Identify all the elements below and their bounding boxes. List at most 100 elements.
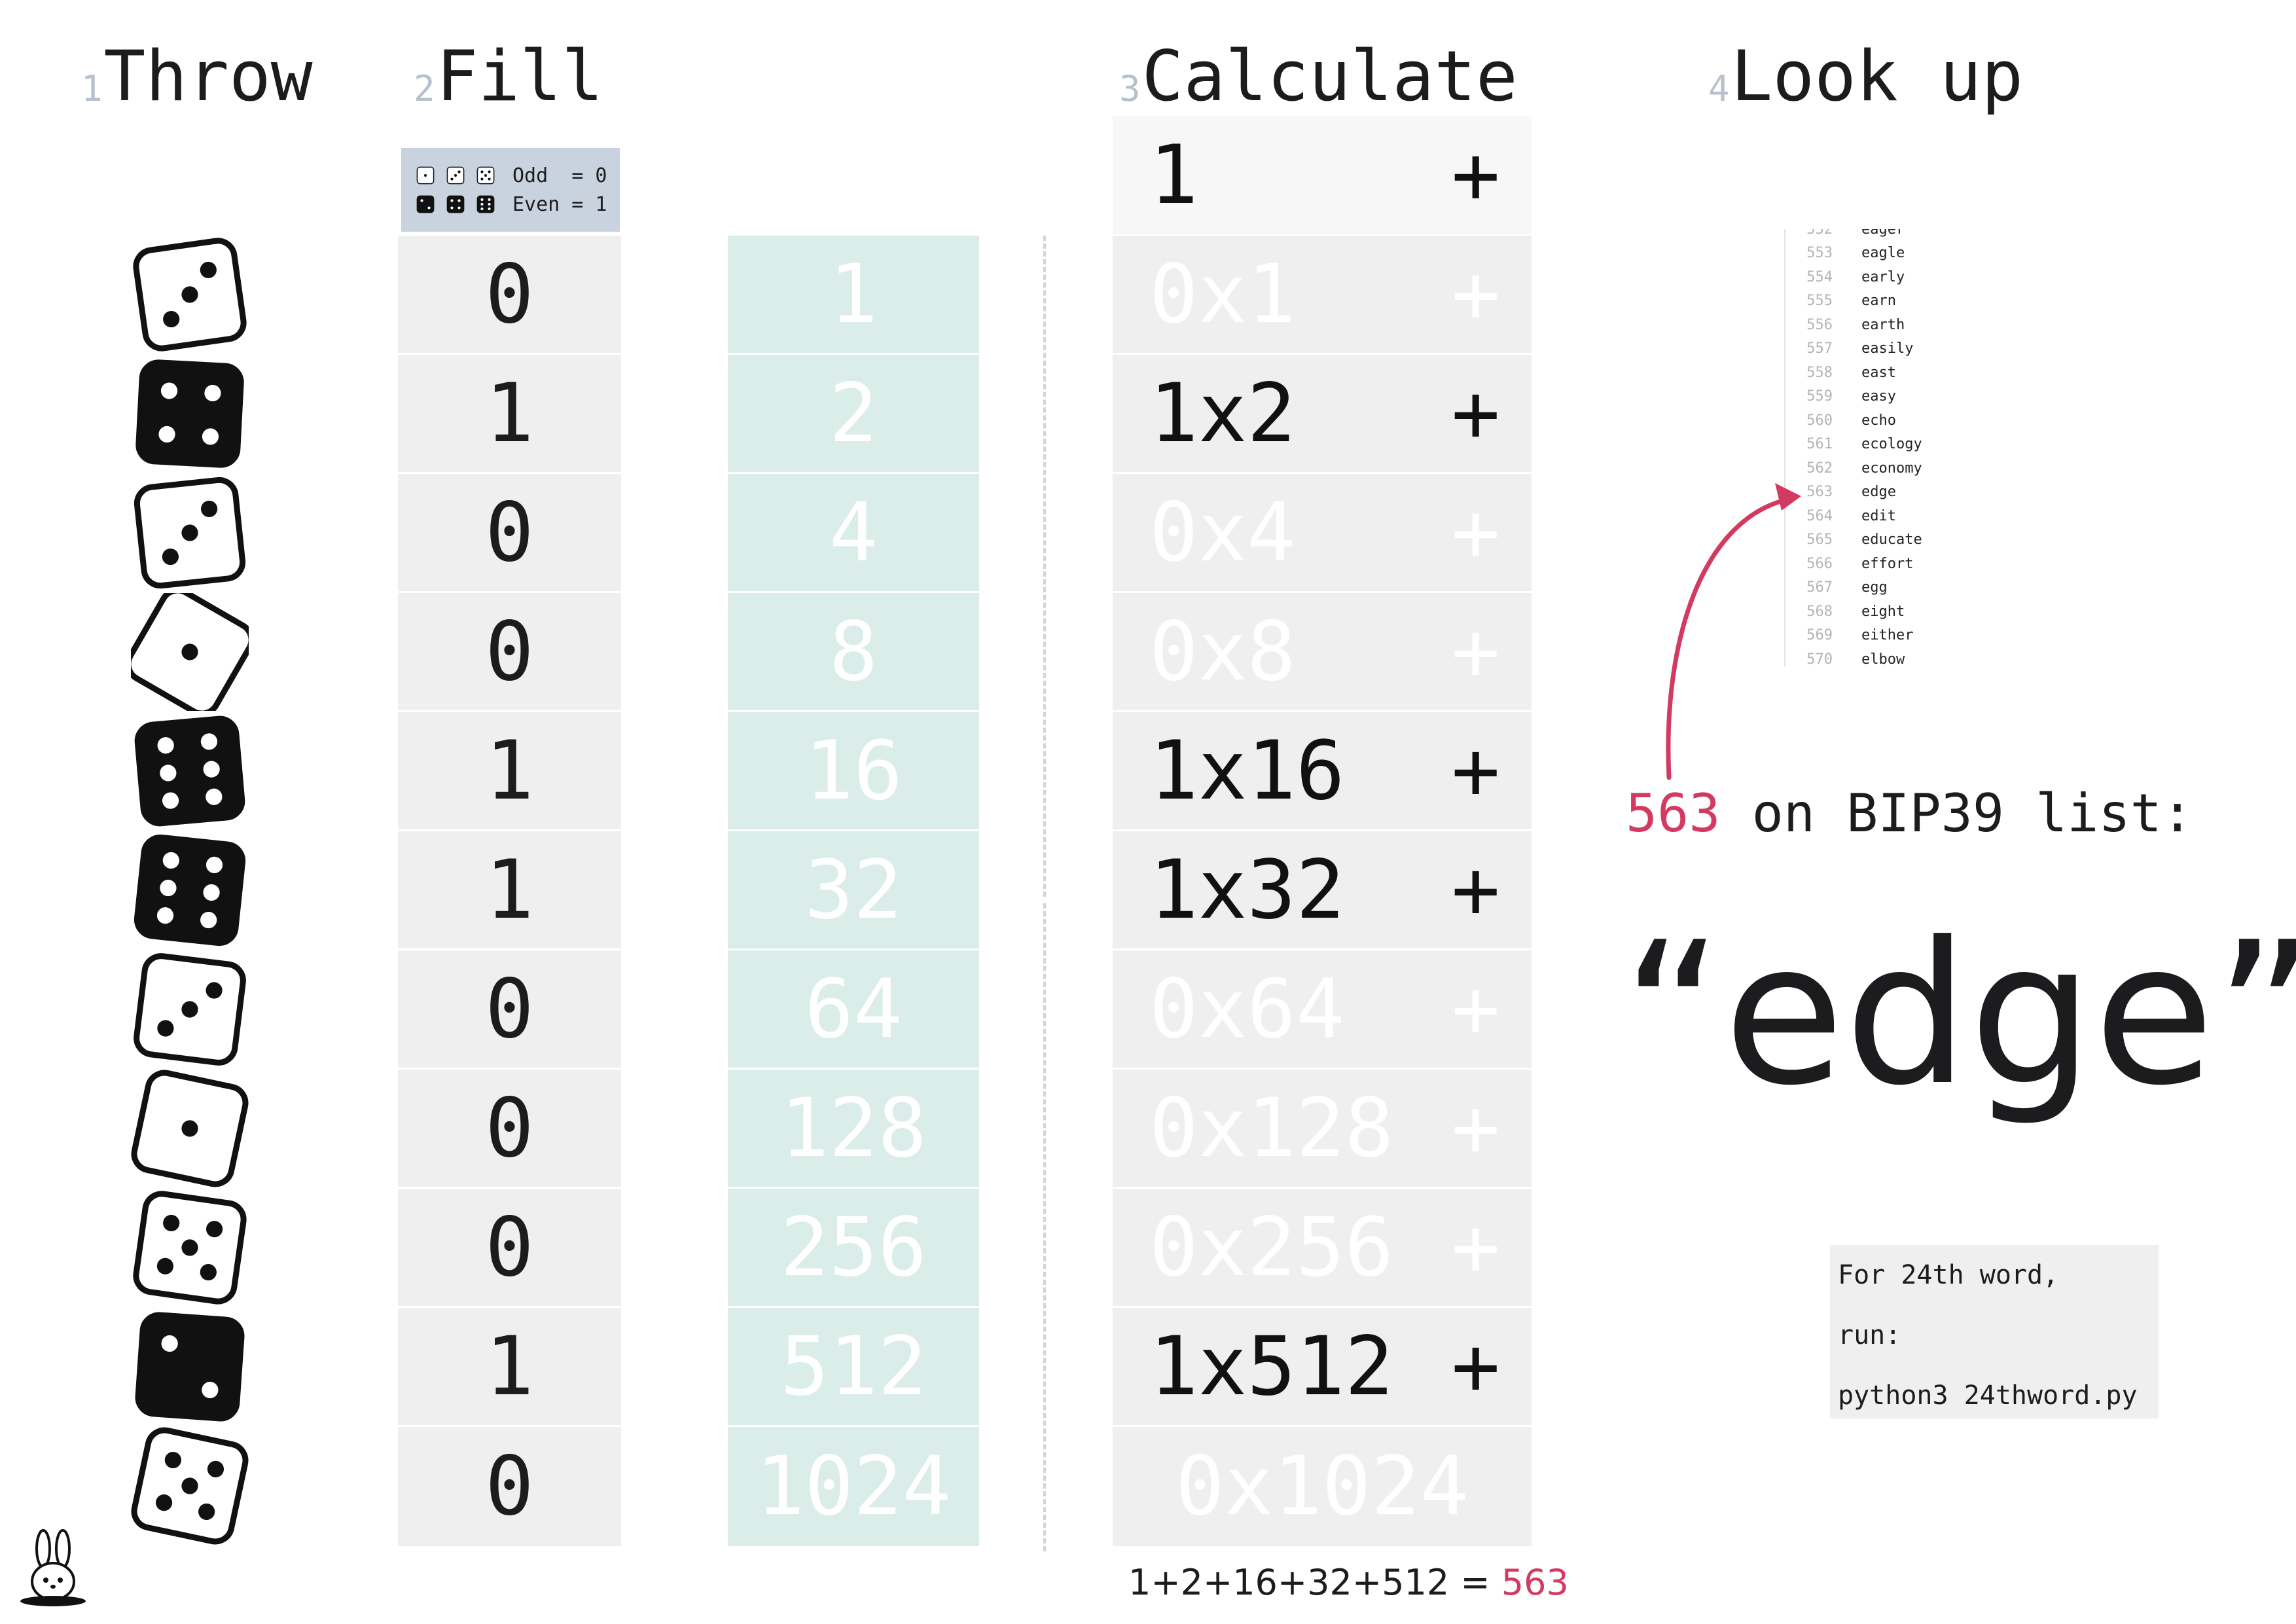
sum-expression: 1+2+16+32+512 = bbox=[1128, 1562, 1501, 1603]
die-3-icon bbox=[134, 477, 246, 589]
power-cell: 32 bbox=[728, 831, 979, 950]
step-number: 1 bbox=[81, 68, 103, 110]
die-3-icon bbox=[133, 238, 247, 352]
bit-cell: 1 bbox=[398, 712, 621, 831]
even-dice-icons bbox=[416, 194, 506, 214]
word-text: earth bbox=[1861, 316, 1905, 333]
word-index: 559 bbox=[1806, 388, 1833, 405]
step-number: 2 bbox=[414, 68, 435, 110]
power-cell: 128 bbox=[728, 1070, 979, 1189]
calc-term: 0x128 bbox=[1149, 1081, 1394, 1176]
word-text: earn bbox=[1861, 293, 1896, 309]
sum-line: 1+2+16+32+512 = 563 bbox=[1128, 1562, 1569, 1603]
calc-row: 1x32 + bbox=[1113, 831, 1532, 950]
wordlist-row: 566 effort bbox=[1784, 552, 1913, 575]
wordlist-row: 563 edge bbox=[1784, 480, 1896, 504]
wordlist-row: 560 echo bbox=[1784, 408, 1896, 432]
note-box: For 24th word, run: python3 24thword.py bbox=[1830, 1245, 2159, 1418]
calc-term: 1x16 bbox=[1149, 723, 1345, 818]
word-index: 562 bbox=[1806, 460, 1833, 477]
calc-term: 0x8 bbox=[1149, 604, 1296, 699]
bit-cell: 1 bbox=[398, 1308, 621, 1427]
plus-sign: + bbox=[1451, 842, 1500, 937]
die-2-icon bbox=[416, 195, 435, 213]
plus-sign: + bbox=[1451, 247, 1500, 342]
bunny-logo-icon bbox=[20, 1529, 86, 1606]
plus-sign: + bbox=[1451, 366, 1500, 461]
step-throw-heading: 1Throw bbox=[81, 34, 313, 132]
wordlist-rule bbox=[1784, 229, 1785, 666]
bit-cell: 1 bbox=[398, 355, 621, 474]
plus-sign: + bbox=[1451, 1319, 1500, 1414]
word-index: 570 bbox=[1806, 651, 1833, 667]
calc-term: 1x2 bbox=[1149, 366, 1296, 461]
power-cell: 256 bbox=[728, 1189, 979, 1308]
calc-term: 1x32 bbox=[1149, 842, 1345, 937]
power-cell: 64 bbox=[728, 950, 979, 1070]
die-6-icon bbox=[134, 715, 245, 827]
word-index: 561 bbox=[1806, 436, 1833, 452]
wordlist-row: 561 ecology bbox=[1784, 433, 1922, 456]
step-title: Fill bbox=[436, 36, 603, 117]
calc-row: 1x2 + bbox=[1113, 355, 1532, 474]
calc-row: 0x1024 bbox=[1113, 1427, 1532, 1546]
word-text: eager bbox=[1861, 229, 1905, 238]
calc-row: 1x512 + bbox=[1113, 1308, 1532, 1427]
calc-term: 1x512 bbox=[1149, 1319, 1394, 1414]
wordlist-row: 570 elbow bbox=[1784, 647, 1905, 667]
word-text: elbow bbox=[1861, 651, 1905, 667]
plus-sign: + bbox=[1451, 485, 1500, 580]
power-cell: 2 bbox=[728, 355, 979, 474]
wordlist-row: 562 economy bbox=[1784, 456, 1922, 480]
wordlist-row: 553 eagle bbox=[1784, 242, 1905, 265]
step-title: Calculate bbox=[1141, 36, 1518, 117]
result-word: “edge” bbox=[1622, 900, 2296, 1128]
word-text: either bbox=[1861, 627, 1914, 643]
bit-cell: 0 bbox=[398, 1189, 621, 1308]
calc-term: 0x256 bbox=[1149, 1200, 1394, 1295]
calc-term: 0x1024 bbox=[1175, 1439, 1469, 1534]
legend-odd-row: Odd = 0 bbox=[416, 161, 620, 190]
word-index: 557 bbox=[1806, 340, 1833, 357]
die-1-icon bbox=[131, 593, 249, 711]
note-line-1: For 24th word, bbox=[1838, 1260, 2059, 1290]
powers-of-two-column: 1 2 4 8 16 32 64 128 256 512 1024 bbox=[728, 236, 979, 1546]
plus-sign: + bbox=[1451, 128, 1500, 223]
lookup-text: on BIP39 list: bbox=[1720, 783, 2193, 844]
word-text: eight bbox=[1861, 603, 1905, 620]
calc-row: 0x128 + bbox=[1113, 1070, 1532, 1189]
word-text: edit bbox=[1861, 507, 1896, 524]
legend-odd-text: Odd = 0 bbox=[512, 164, 607, 187]
calc-row: 1x16 + bbox=[1113, 712, 1532, 831]
die-6-icon bbox=[476, 195, 495, 213]
plus-sign: + bbox=[1451, 1081, 1500, 1176]
lookup-index: 563 bbox=[1626, 783, 1721, 844]
wordlist-row: 557 easily bbox=[1784, 337, 1913, 361]
word-text: economy bbox=[1861, 460, 1922, 477]
step-fill-heading: 2Fill bbox=[414, 34, 603, 132]
die-1-icon bbox=[416, 166, 435, 185]
word-text: edge bbox=[1861, 484, 1896, 500]
note-line-3: python3 24thword.py bbox=[1838, 1380, 2138, 1411]
calc-term: 0x4 bbox=[1149, 485, 1296, 580]
die-1-icon bbox=[131, 1070, 249, 1187]
die-5-icon bbox=[133, 1191, 247, 1305]
calc-row: 0x4 + bbox=[1113, 474, 1532, 593]
calc-row: 0x1 + bbox=[1113, 236, 1532, 355]
calc-column: 0x1 +1x2 +0x4 +0x8 +1x16 +1x32 +0x64 +0x128 +0x2… bbox=[1113, 236, 1532, 1546]
legend-even-row: Even = 1 bbox=[416, 190, 620, 219]
word-index: 568 bbox=[1806, 603, 1833, 620]
plus-sign: + bbox=[1451, 723, 1500, 818]
wordlist-row: 567 egg bbox=[1784, 576, 1888, 600]
word-index: 558 bbox=[1806, 364, 1833, 381]
parity-legend: Odd = 0 Even = 1 bbox=[401, 148, 620, 232]
word-text: educate bbox=[1861, 532, 1922, 548]
power-cell: 1024 bbox=[755, 1439, 952, 1534]
die-5-icon bbox=[476, 166, 495, 185]
plus-sign: + bbox=[1451, 1200, 1500, 1295]
plus-sign: + bbox=[1451, 604, 1500, 699]
die-2-icon bbox=[135, 1312, 245, 1422]
word-index: 552 bbox=[1806, 229, 1833, 238]
bit-cell: 0 bbox=[485, 1439, 534, 1534]
wordlist-row: 564 edit bbox=[1784, 504, 1896, 528]
